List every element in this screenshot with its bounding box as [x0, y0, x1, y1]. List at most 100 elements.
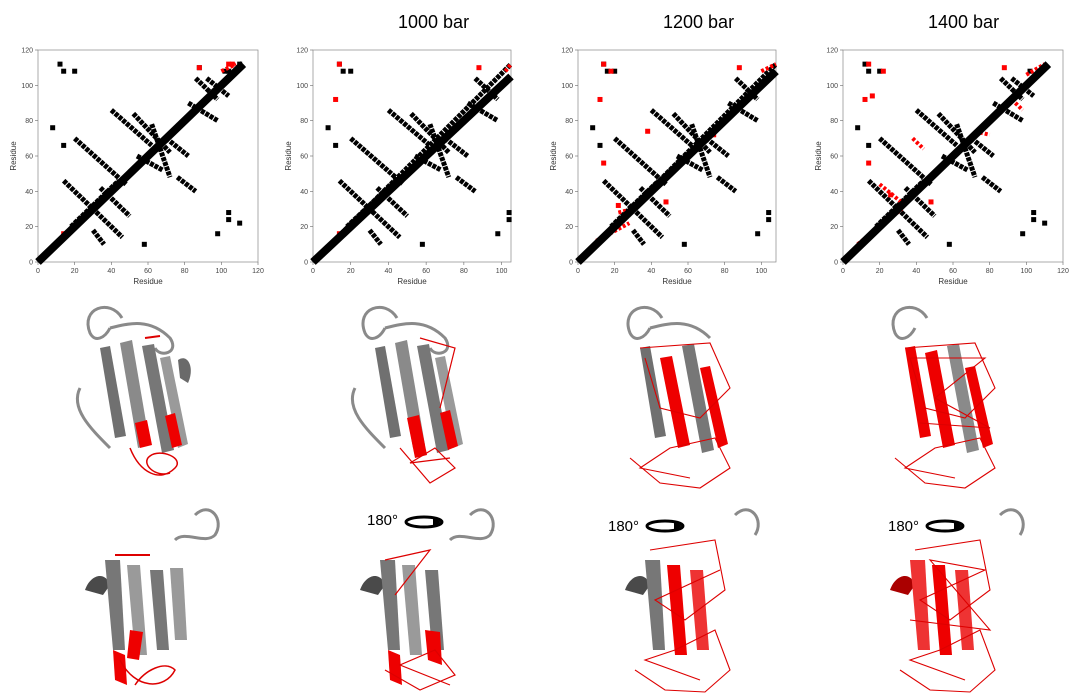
x-tick-label: 100: [1020, 268, 1032, 275]
contact-point: [226, 217, 232, 223]
contact-point: [766, 217, 772, 223]
contact-point: [866, 68, 872, 74]
contact-segment: [877, 136, 933, 187]
y-tick-label: 120: [561, 48, 573, 55]
contact-segment: [992, 100, 1024, 123]
contact-point: [506, 210, 512, 216]
contact-point: [348, 68, 354, 74]
y-tick-label: 20: [25, 224, 33, 231]
x-tick-label: 40: [385, 268, 393, 275]
contact-segment: [954, 123, 978, 179]
x-tick-label: 20: [71, 268, 79, 275]
x-tick-label: 80: [460, 268, 468, 275]
contact-segment: [91, 228, 106, 246]
y-axis-label: Residue: [549, 141, 558, 171]
contact-point: [645, 128, 651, 134]
contact-point: [222, 68, 228, 74]
contact-point: [866, 61, 872, 67]
y-tick-label: 100: [21, 83, 33, 90]
contact-point: [57, 61, 63, 67]
contact-point: [1027, 68, 1033, 74]
y-tick-label: 40: [830, 189, 838, 196]
contact-segment: [443, 136, 470, 158]
y-axis-label: Residue: [814, 141, 823, 171]
x-tick-label: 120: [252, 268, 264, 275]
contact-map-0: 0 20 40 60 80 100 120 0 20 40 60 80 100 120 Residue Res…: [9, 48, 264, 287]
contact-segment: [980, 175, 1003, 194]
rotation-label-1000: 180°: [367, 512, 399, 529]
x-tick-label: 0: [841, 268, 845, 275]
contact-point: [1020, 231, 1026, 237]
x-tick-label: 60: [949, 268, 957, 275]
contact-segment: [175, 175, 198, 194]
x-tick-label: 100: [215, 268, 227, 275]
y-tick-label: 40: [300, 189, 308, 196]
rotation-arrow-icon: [925, 519, 965, 533]
x-axis-label: Residue: [662, 277, 692, 286]
contact-segment: [149, 123, 173, 179]
contact-point: [196, 65, 202, 71]
y-tick-label: 40: [565, 189, 573, 196]
rotation-arrow-icon: [645, 519, 685, 533]
y-tick-label: 100: [826, 83, 838, 90]
diagonal-band: [575, 68, 779, 265]
y-tick-label: 80: [300, 118, 308, 125]
x-tick-label: 0: [36, 268, 40, 275]
x-axis-label: Residue: [133, 277, 163, 286]
contact-point: [141, 241, 147, 247]
contact-point: [604, 68, 610, 74]
y-tick-label: 0: [29, 260, 33, 267]
x-tick-label: 60: [144, 268, 152, 275]
contact-point: [615, 202, 621, 208]
contact-point: [1042, 220, 1048, 226]
contact-segment: [131, 111, 172, 155]
contact-point: [928, 199, 934, 205]
x-axis-label: Residue: [938, 277, 968, 286]
contact-point: [862, 96, 868, 102]
x-tick-label: 20: [876, 268, 884, 275]
x-tick-label: 120: [1057, 268, 1069, 275]
contact-point: [866, 160, 872, 166]
x-tick-label: 40: [107, 268, 115, 275]
diagonal-band: [840, 61, 1052, 265]
rotation-label-1400: 180°: [888, 518, 920, 535]
contact-point: [72, 68, 78, 74]
protein-structure-front-1400: [891, 305, 996, 489]
y-tick-label: 80: [565, 118, 573, 125]
contact-segment: [220, 62, 237, 74]
y-axis-label: Residue: [9, 141, 18, 171]
y-tick-label: 40: [25, 189, 33, 196]
contact-point: [61, 142, 67, 148]
contact-segment: [466, 100, 500, 123]
contact-map-panel-2: 0 20 40 60 80 100 0 20 40 60 80 100 120 Residue Residu…: [549, 44, 800, 294]
contact-point: [325, 125, 331, 131]
contact-segment: [1013, 101, 1025, 112]
x-tick-label: 80: [986, 268, 994, 275]
contact-point: [663, 199, 669, 205]
contact-point: [946, 241, 952, 247]
contact-segment: [386, 108, 432, 148]
contact-point: [333, 96, 339, 102]
contact-point: [495, 231, 501, 237]
column-title-1000: 1000 bar: [398, 12, 470, 32]
y-tick-label: 20: [830, 224, 838, 231]
x-tick-label: 0: [576, 268, 580, 275]
protein-structure-back-1200: [625, 508, 760, 693]
contact-segment: [715, 175, 738, 194]
x-tick-label: 100: [496, 268, 508, 275]
contact-point: [862, 61, 868, 67]
contact-segment: [454, 175, 477, 194]
y-tick-label: 0: [569, 260, 573, 267]
contact-map-panel-1: 0 20 40 60 80 100 0 20 40 60 80 100 120 Residue Residu…: [284, 44, 535, 294]
x-tick-label: 0: [311, 268, 315, 275]
protein-structure-front-1000: [350, 305, 463, 484]
contact-point: [681, 241, 687, 247]
protein-structure-back-1000: [360, 508, 495, 691]
x-tick-label: 80: [181, 268, 189, 275]
contact-segment: [969, 136, 995, 158]
contact-segment: [205, 76, 231, 98]
contact-segment: [187, 100, 219, 123]
contact-point: [50, 125, 56, 131]
contact-point: [506, 217, 512, 223]
x-axis-label: Residue: [397, 277, 427, 286]
